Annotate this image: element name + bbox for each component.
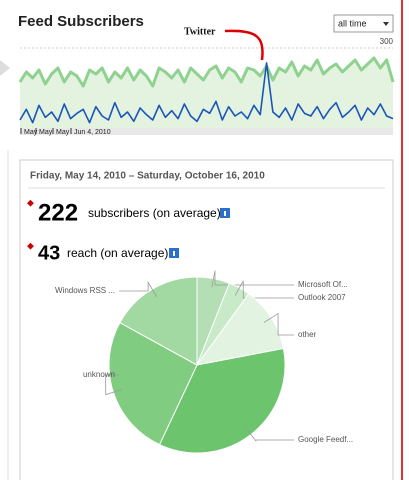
reach-value: 43 — [38, 242, 60, 264]
y2-tick-label: 300 — [380, 37, 394, 46]
page-title: Feed Subscribers — [18, 13, 144, 30]
x-tick-label: May — [39, 129, 53, 136]
pie-label: Windows RSS ... — [55, 286, 115, 295]
pie-label: Microsoft Of... — [298, 280, 348, 289]
x-tick-label: May — [24, 129, 38, 136]
timeline-strip[interactable] — [20, 128, 393, 135]
annotation-arrow — [224, 29, 264, 61]
range-select[interactable] — [333, 14, 394, 33]
bullet: ◆ — [27, 197, 34, 207]
leader-line — [263, 312, 294, 336]
range-select-label: all time — [338, 18, 367, 28]
bullet: ◆ — [27, 240, 34, 250]
reach-label: reach (on average) — [67, 246, 168, 260]
subscribers-value: 222 — [38, 199, 78, 226]
leader-line — [119, 280, 158, 298]
leader-line — [211, 270, 294, 288]
leader-line — [105, 374, 122, 396]
pie-label: unknown — [83, 370, 115, 379]
pie-label: Outlook 2007 — [298, 293, 346, 302]
subscribers-label: subscribers (on average) — [88, 206, 221, 220]
series-line — [18, 56, 395, 88]
pie-label: Google Feedf... — [298, 435, 353, 444]
scroll-arrow[interactable] — [0, 60, 10, 76]
select-arrow — [383, 22, 389, 26]
x-tick-label: Jun 4, 2010 — [74, 129, 111, 136]
leader-line — [234, 280, 294, 299]
x-tick-label: May — [56, 129, 70, 136]
series-line — [19, 62, 394, 124]
annotation: Twitter — [184, 26, 216, 37]
pie-label: other — [298, 330, 317, 339]
leader-line — [245, 427, 294, 443]
date-range: Friday, May 14, 2010 – Saturday, October… — [30, 171, 265, 182]
